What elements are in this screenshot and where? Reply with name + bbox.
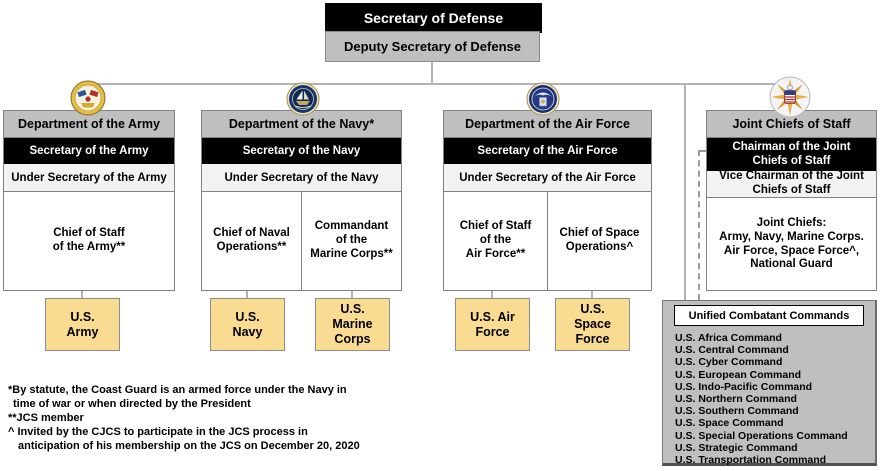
- secretary-of-the-army-box: Secretary of the Army: [4, 138, 174, 164]
- under-secretary-of-the-air-force-box: Under Secretary of the Air Force: [444, 164, 651, 192]
- chief-of-space-operations-box: Chief of Space Operations^: [547, 192, 651, 290]
- ucc-item: U.S. Central Command: [675, 344, 789, 357]
- footnote-line: time of war or when directed by the Pres…: [13, 398, 251, 410]
- ucc-item: U.S. Space Command: [675, 417, 784, 430]
- army-seal-icon: [70, 80, 106, 116]
- footnote-line: *By statute, the Coast Guard is an armed…: [8, 384, 347, 396]
- connector-marine-service: [351, 291, 353, 299]
- ucc-item: U.S. Southern Command: [675, 405, 799, 418]
- us-navy-box: U.S. Navy: [210, 298, 285, 351]
- connector-ucc-line: [684, 85, 686, 300]
- secretary-of-defense-box: Secretary of Defense: [325, 3, 542, 33]
- connector-airforce-service: [491, 291, 493, 299]
- navy-department-header: Department of the Navy*: [202, 111, 401, 138]
- secretary-of-the-air-force-box: Secretary of the Air Force: [444, 138, 651, 164]
- chief-of-staff-army-box: Chief of Staff of the Army**: [52, 227, 126, 253]
- under-secretary-of-the-navy-box: Under Secretary of the Navy: [202, 164, 401, 192]
- chairman-jcs-box: Chairman of the Joint Chiefs of Staff: [707, 138, 876, 171]
- army-department-header: Department of the Army: [4, 111, 174, 138]
- connector-army-service: [81, 291, 83, 299]
- department-of-the-army-column: Department of the Army Secretary of the …: [3, 110, 175, 291]
- air-force-department-header: Department of the Air Force: [444, 111, 651, 138]
- connector-secdef-drop: [431, 62, 433, 84]
- department-of-the-air-force-column: Department of the Air Force Secretary of…: [443, 110, 652, 291]
- ucc-item: U.S. Strategic Command: [675, 441, 798, 454]
- us-army-box: U.S. Army: [45, 298, 120, 351]
- us-air-force-box: U.S. Air Force: [455, 298, 530, 351]
- ucc-item: U.S. European Command: [675, 368, 802, 381]
- commandant-marine-corps-box: Commandant of the Marine Corps**: [301, 192, 401, 290]
- footnotes: *By statute, the Coast Guard is an armed…: [8, 383, 428, 453]
- chief-of-staff-air-force-box: Chief of Staff of the Air Force**: [459, 220, 532, 260]
- ucc-item: U.S. Indo-Pacific Command: [675, 380, 813, 393]
- ucc-item: U.S. Cyber Command: [675, 356, 783, 369]
- ucc-list: U.S. Africa Command U.S. Central Command…: [663, 332, 875, 466]
- connector-spaceforce-service: [591, 291, 593, 299]
- footnote-line: ^ Invited by the CJCS to participate in …: [8, 426, 308, 438]
- us-marine-corps-box: U.S. Marine Corps: [315, 298, 390, 351]
- connector-trunk: [88, 83, 791, 85]
- connector-jcs-dashed-stub: [698, 150, 707, 152]
- ucc-item: U.S. Transportation Command: [675, 454, 827, 467]
- joint-chiefs-of-staff-column: Joint Chiefs of Staff Chairman of the Jo…: [706, 110, 877, 291]
- connector-jcs-ucc-dashed: [698, 150, 700, 300]
- ucc-header: Unified Combatant Commands: [674, 305, 864, 326]
- chief-of-naval-operations-box: Chief of Naval Operations**: [213, 227, 290, 253]
- navy-seal-icon: [286, 82, 320, 116]
- footnote-line: anticipation of his membership on the JC…: [18, 440, 360, 452]
- department-of-the-navy-column: Department of the Navy* Secretary of the…: [201, 110, 402, 291]
- footnote-line: **JCS member: [8, 412, 84, 424]
- vice-chairman-jcs-box: Vice Chairman of the Joint Chiefs of Sta…: [707, 170, 876, 198]
- ucc-item: U.S. Africa Command: [675, 332, 782, 344]
- ucc-item: U.S. Northern Command: [675, 393, 797, 406]
- secretary-of-the-navy-box: Secretary of the Navy: [202, 138, 401, 164]
- unified-combatant-commands-panel: Unified Combatant Commands U.S. Africa C…: [662, 300, 877, 466]
- ucc-item: U.S. Special Operations Command: [675, 429, 848, 442]
- air-force-seal-icon: [526, 82, 560, 116]
- us-space-force-box: U.S. Space Force: [555, 298, 630, 351]
- joint-chiefs-seal-icon: [769, 76, 811, 118]
- deputy-secretary-of-defense-box: Deputy Secretary of Defense: [325, 31, 540, 62]
- joint-chiefs-members-box: Joint Chiefs: Army, Navy, Marine Corps. …: [719, 216, 864, 271]
- under-secretary-of-the-army-box: Under Secretary of the Army: [4, 164, 174, 192]
- connector-navy-service: [246, 291, 248, 299]
